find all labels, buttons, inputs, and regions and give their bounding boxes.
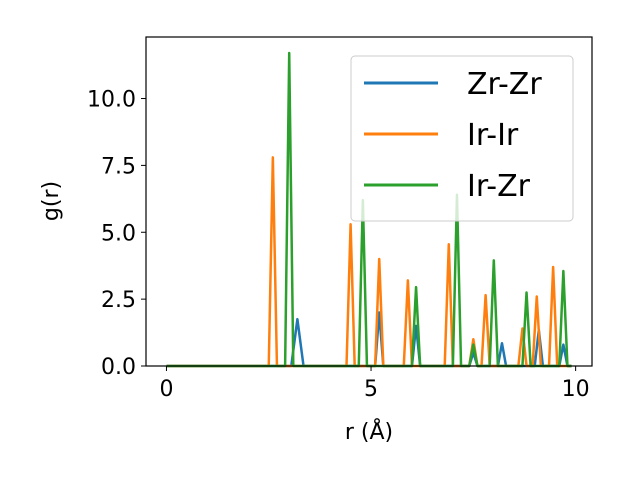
y-tick-label: 0.0 [101,355,136,380]
legend-box [350,55,574,222]
plot-frame [145,36,593,367]
y-tick-label: 7.5 [101,154,136,179]
y-tick-label: 10.0 [87,88,136,113]
legend-label-ir-zr: Ir-Zr [467,169,531,204]
legend-label-ir-ir: Ir-Ir [467,118,519,153]
legend-label-zr-zr: Zr-Zr [467,67,542,102]
x-tick-label: 0 [159,377,173,402]
x-tick-label: 10 [562,377,590,402]
y-axis-label: g(r) [39,181,64,221]
x-axis-label: r (Å) [345,418,393,445]
y-axis: 0.0 2.5 5.0 7.5 10.0 [87,88,146,380]
series-line-zr-zr [166,311,572,368]
legend: Zr-Zr Ir-Ir Ir-Zr [350,55,574,222]
y-tick-label: 2.5 [101,288,136,313]
x-tick-label: 5 [364,377,378,402]
x-axis: 0 5 10 [159,366,590,402]
y-tick-label: 5.0 [101,221,136,246]
